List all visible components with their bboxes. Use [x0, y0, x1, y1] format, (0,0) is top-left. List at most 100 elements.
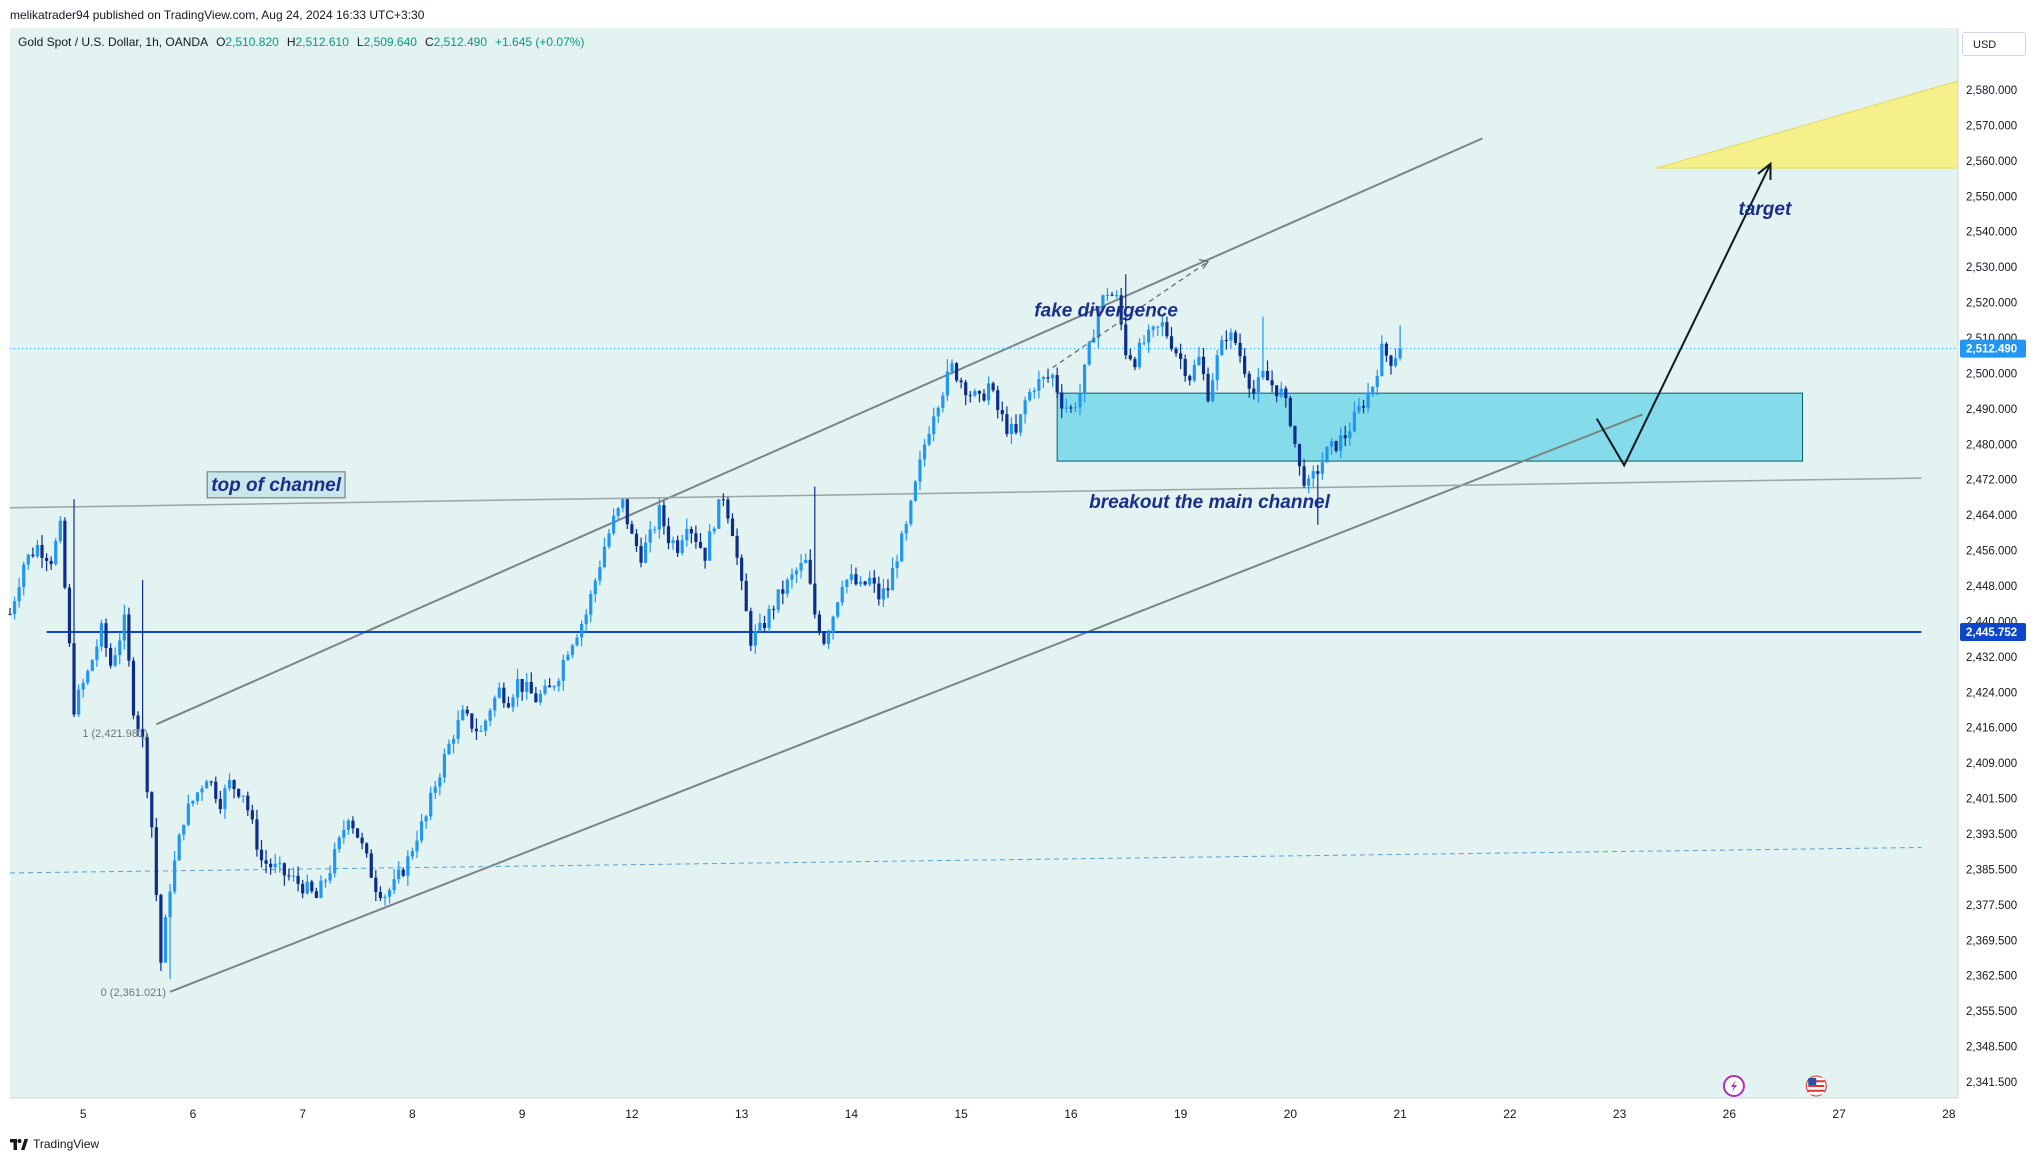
candle[interactable] [836, 601, 840, 619]
candle[interactable] [1334, 440, 1338, 453]
candle[interactable] [333, 842, 337, 878]
candle[interactable] [1293, 425, 1297, 448]
candle[interactable] [255, 809, 259, 857]
candle[interactable] [1302, 459, 1306, 488]
candle[interactable] [909, 499, 913, 527]
candle[interactable] [1389, 354, 1393, 375]
candle[interactable] [67, 583, 72, 648]
candle[interactable] [945, 359, 950, 401]
candle[interactable] [438, 773, 442, 796]
candle[interactable] [104, 618, 108, 657]
candle[interactable] [1206, 367, 1210, 403]
candle[interactable] [1023, 396, 1027, 424]
candle[interactable] [525, 672, 529, 700]
candle[interactable] [877, 576, 881, 606]
candle[interactable] [1320, 452, 1324, 480]
candle[interactable] [35, 539, 40, 559]
candle[interactable] [694, 525, 698, 549]
candle[interactable] [890, 557, 895, 591]
candle[interactable] [31, 547, 35, 558]
candle[interactable] [1151, 325, 1155, 338]
candle[interactable] [145, 733, 149, 799]
candle[interactable] [401, 867, 405, 878]
candle[interactable] [1357, 398, 1361, 414]
candle[interactable] [342, 820, 346, 844]
candle[interactable] [662, 501, 666, 535]
candle[interactable] [369, 849, 373, 879]
candle[interactable] [698, 533, 703, 549]
candle[interactable] [849, 564, 853, 585]
candle[interactable] [26, 553, 30, 570]
candle[interactable] [1220, 335, 1224, 356]
candle[interactable] [1142, 334, 1146, 346]
candle[interactable] [488, 708, 492, 727]
candle[interactable] [653, 526, 657, 534]
candle[interactable] [1307, 474, 1311, 494]
candle[interactable] [1316, 464, 1320, 525]
candle[interactable] [968, 390, 972, 403]
candle[interactable] [872, 570, 876, 593]
candle[interactable] [689, 526, 693, 544]
candle[interactable] [1352, 401, 1356, 433]
top-of-channel-line[interactable] [9, 477, 1922, 509]
candle[interactable] [913, 480, 918, 502]
candle[interactable] [666, 517, 671, 550]
candle[interactable] [1183, 354, 1187, 382]
price-axis[interactable]: 2,580.000 2,570.000 2,560.000 2,550.000 2,54… [1957, 28, 2034, 1130]
candle[interactable] [291, 867, 296, 882]
candle[interactable] [305, 874, 309, 895]
candle[interactable] [150, 791, 154, 838]
candle[interactable] [1009, 417, 1014, 445]
candle[interactable] [1247, 371, 1251, 398]
candle[interactable] [538, 689, 543, 706]
candle[interactable] [63, 517, 67, 590]
candle[interactable] [1069, 404, 1073, 413]
candle[interactable] [552, 684, 556, 691]
candle[interactable] [758, 613, 762, 634]
candle[interactable] [712, 526, 716, 535]
candle[interactable] [447, 739, 451, 756]
candle[interactable] [598, 560, 602, 586]
candle[interactable] [58, 516, 62, 544]
candle[interactable] [854, 567, 858, 586]
candle[interactable] [625, 499, 629, 529]
candle[interactable] [1188, 374, 1192, 386]
candle[interactable] [547, 678, 552, 688]
annotation-2[interactable]: breakout the main channel [1089, 492, 1330, 513]
candle[interactable] [1325, 446, 1329, 463]
candle[interactable] [918, 450, 922, 490]
candle[interactable] [826, 629, 831, 649]
candle[interactable] [232, 779, 236, 799]
candle[interactable] [735, 528, 739, 566]
candle[interactable] [831, 615, 835, 640]
candle[interactable] [1087, 340, 1091, 366]
candle[interactable] [1073, 402, 1078, 413]
candle[interactable] [648, 521, 652, 553]
candle[interactable] [337, 835, 341, 853]
candle[interactable] [708, 524, 712, 561]
candle[interactable] [1105, 288, 1110, 302]
candle[interactable] [154, 817, 158, 902]
candle[interactable] [1041, 375, 1046, 389]
candle[interactable] [1115, 289, 1119, 299]
candle[interactable] [593, 577, 597, 603]
candle[interactable] [1211, 372, 1215, 403]
time-axis[interactable]: 5 6 7 8 9 12 13 14 15 16 19 20 21 22 23 26 27 28 [10, 1097, 1958, 1130]
candle[interactable] [881, 578, 885, 608]
candle[interactable] [474, 718, 479, 740]
candle[interactable] [799, 554, 803, 579]
candle[interactable] [964, 379, 968, 406]
candle[interactable] [726, 497, 730, 524]
candle[interactable] [639, 537, 643, 568]
candle[interactable] [520, 678, 524, 701]
candle[interactable] [1288, 395, 1292, 428]
candle[interactable] [1233, 330, 1238, 346]
candle[interactable] [785, 577, 789, 598]
candle[interactable] [424, 814, 428, 829]
candle[interactable] [131, 657, 136, 720]
candle[interactable] [612, 508, 616, 536]
candle[interactable] [218, 790, 222, 814]
candle[interactable] [461, 704, 465, 721]
candle[interactable] [1096, 305, 1100, 348]
